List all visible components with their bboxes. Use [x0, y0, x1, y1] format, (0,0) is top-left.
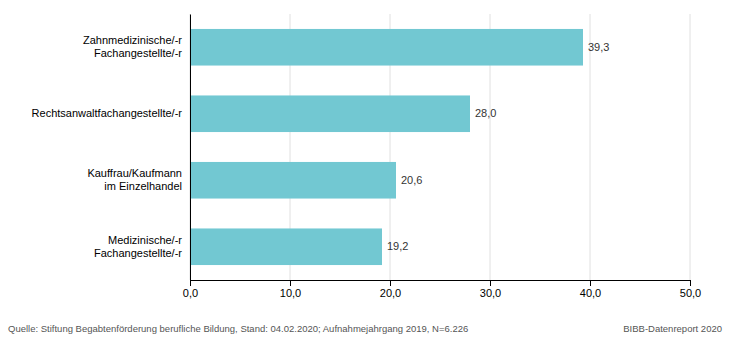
data-label: 39,3: [588, 41, 609, 53]
tick-label: 0,0: [183, 287, 198, 299]
tick-mark: [490, 280, 491, 286]
tick-label: 40,0: [580, 287, 601, 299]
tick: Rechtsanwaltfachangestellte/-r: [32, 107, 190, 119]
tick-mark: [190, 280, 191, 286]
tick: 10,0: [280, 280, 301, 299]
footnote: Quelle: Stiftung Begabtenförderung beruf…: [8, 323, 468, 334]
data-label: 28,0: [475, 107, 496, 119]
grid-line: [590, 14, 591, 280]
bar: [190, 95, 470, 132]
data-label: 19,2: [387, 240, 408, 252]
grid-line: [190, 14, 191, 280]
tick-mark: [290, 280, 291, 286]
tick-label: Medizinische/-rFachangestellte/-r: [94, 234, 182, 259]
tick: Kauffrau/Kaufmannim Einzelhandel: [87, 167, 190, 192]
tick: 40,0: [580, 280, 601, 299]
chart: 0,0 10,0 20,0 30,0 40,0 50,0 Zahnmedizinische/…: [0, 0, 730, 342]
bar: [190, 228, 382, 265]
grid: [190, 14, 690, 280]
tick: 50,0: [680, 280, 701, 299]
axis-line: [190, 15, 191, 281]
tick: Medizinische/-rFachangestellte/-r: [94, 234, 190, 259]
tick-label: 30,0: [480, 287, 501, 299]
grid-line: [690, 14, 691, 280]
tick: Zahnmedizinische/-rFachangestellte/-r: [83, 34, 190, 59]
tick-label: 20,0: [380, 287, 401, 299]
data-labels: 19,2 20,6 28,0 39,3: [387, 41, 609, 253]
tick-label: Zahnmedizinische/-rFachangestellte/-r: [83, 34, 182, 59]
plot: 0,0 10,0 20,0 30,0 40,0 50,0 Zahnmedizinische/…: [32, 14, 702, 299]
bar: [190, 29, 583, 66]
tick-mark: [590, 280, 591, 286]
tick-label: Kauffrau/Kaufmannim Einzelhandel: [87, 167, 182, 192]
tick-label: 50,0: [680, 287, 701, 299]
bar: [190, 162, 396, 199]
y-axis: Zahnmedizinische/-rFachangestellte/-r Rec…: [32, 15, 191, 281]
tick: 0,0: [183, 280, 198, 299]
tick-label: Rechtsanwaltfachangestellte/-r: [32, 107, 183, 119]
tick-label: 10,0: [280, 287, 301, 299]
tick: 20,0: [380, 280, 401, 299]
data-label: 20,6: [401, 174, 422, 186]
footnote: BIBB-Datenreport 2020: [623, 323, 722, 334]
bars: [190, 29, 583, 265]
x-axis: 0,0 10,0 20,0 30,0 40,0 50,0: [183, 280, 701, 299]
tick-mark: [390, 280, 391, 286]
axis-line: [191, 281, 691, 287]
tick-mark: [690, 280, 691, 286]
tick: 30,0: [480, 280, 501, 299]
